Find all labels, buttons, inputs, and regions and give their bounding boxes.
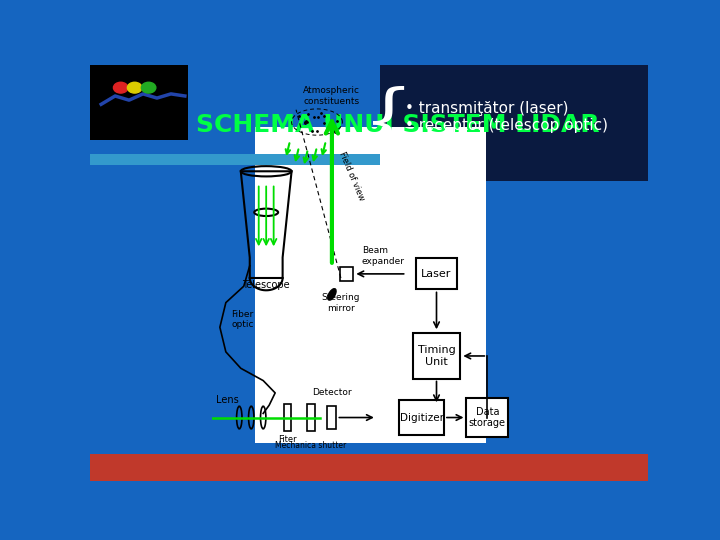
FancyBboxPatch shape bbox=[413, 333, 460, 379]
Text: Beam
expander: Beam expander bbox=[361, 246, 405, 266]
FancyBboxPatch shape bbox=[255, 127, 486, 443]
Text: Digitizer: Digitizer bbox=[400, 413, 444, 422]
Text: {: { bbox=[363, 86, 414, 164]
Circle shape bbox=[141, 82, 156, 93]
FancyBboxPatch shape bbox=[328, 406, 336, 429]
Text: • detector: • detector bbox=[405, 134, 484, 149]
FancyBboxPatch shape bbox=[415, 258, 457, 289]
Text: Atmospheric
constituents: Atmospheric constituents bbox=[303, 86, 361, 106]
Ellipse shape bbox=[328, 289, 336, 300]
FancyBboxPatch shape bbox=[284, 404, 291, 431]
FancyBboxPatch shape bbox=[307, 404, 315, 431]
FancyBboxPatch shape bbox=[399, 400, 444, 435]
Text: SCHEMA UNUI SISTEM LIDAR: SCHEMA UNUI SISTEM LIDAR bbox=[196, 113, 600, 137]
Text: Data
storage: Data storage bbox=[469, 407, 505, 428]
Text: Mechanica shutter: Mechanica shutter bbox=[275, 441, 346, 450]
Circle shape bbox=[127, 82, 142, 93]
FancyBboxPatch shape bbox=[90, 65, 188, 140]
FancyBboxPatch shape bbox=[341, 267, 354, 281]
FancyBboxPatch shape bbox=[467, 398, 508, 437]
Text: Timing
Unit: Timing Unit bbox=[418, 345, 455, 367]
Text: Telescope: Telescope bbox=[243, 280, 290, 291]
Text: Fiter: Fiter bbox=[278, 435, 297, 444]
Text: Fiber
optic: Fiber optic bbox=[231, 310, 253, 329]
Text: Lens: Lens bbox=[216, 395, 239, 405]
FancyBboxPatch shape bbox=[380, 65, 648, 181]
Text: Laser: Laser bbox=[421, 269, 451, 279]
FancyBboxPatch shape bbox=[90, 454, 648, 481]
Text: Steering
mirror: Steering mirror bbox=[322, 293, 360, 313]
Circle shape bbox=[114, 82, 128, 93]
Text: Detector: Detector bbox=[312, 388, 352, 397]
Text: • transmiţător (laser): • transmiţător (laser) bbox=[405, 101, 569, 116]
FancyBboxPatch shape bbox=[90, 154, 380, 165]
Text: • receptor (telescop optic): • receptor (telescop optic) bbox=[405, 118, 608, 133]
Text: Field of view: Field of view bbox=[337, 150, 366, 202]
